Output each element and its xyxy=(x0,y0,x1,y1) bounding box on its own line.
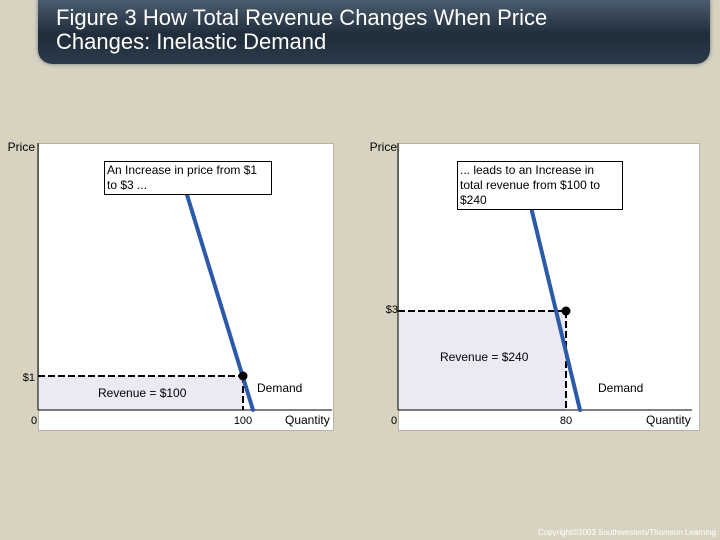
right-demand-curve xyxy=(528,201,582,412)
left-x-axis-label: Quantity xyxy=(285,413,330,427)
figure-title: Figure 3 How Total Revenue Changes When … xyxy=(56,6,696,54)
right-equilibrium-point xyxy=(561,306,571,316)
right-origin-label: 0 xyxy=(391,415,397,427)
right-annotation: ... leads to an Increase in total revenu… xyxy=(457,161,623,210)
copyright-text: Copyright©2003 Southwestern/Thomson Lear… xyxy=(538,528,716,537)
left-quantity-tick-label: 100 xyxy=(234,415,252,427)
right-y-axis-label: Price xyxy=(370,140,398,154)
title-line-2: Changes: Inelastic Demand xyxy=(56,29,327,54)
right-quantity-tick-label: 80 xyxy=(560,415,572,427)
left-revenue-label: Revenue = $100 xyxy=(98,386,187,400)
right-revenue-label: Revenue = $240 xyxy=(440,350,529,364)
title-line-1: Figure 3 How Total Revenue Changes When … xyxy=(56,5,548,30)
right-price-tick-label: $3 xyxy=(386,304,398,316)
left-annotation: An Increase in price from $1 to $3 ... xyxy=(104,161,272,195)
left-y-axis-label: Price xyxy=(8,140,36,154)
right-revenue-area xyxy=(398,311,566,410)
left-equilibrium-point xyxy=(238,371,248,381)
title-banner xyxy=(38,0,710,64)
right-demand-label: Demand xyxy=(598,381,643,395)
left-price-tick-label: $1 xyxy=(23,372,35,384)
left-origin-label: 0 xyxy=(31,415,37,427)
left-revenue-area xyxy=(38,376,243,410)
left-demand-label: Demand xyxy=(257,381,302,395)
right-x-axis-label: Quantity xyxy=(646,413,691,427)
